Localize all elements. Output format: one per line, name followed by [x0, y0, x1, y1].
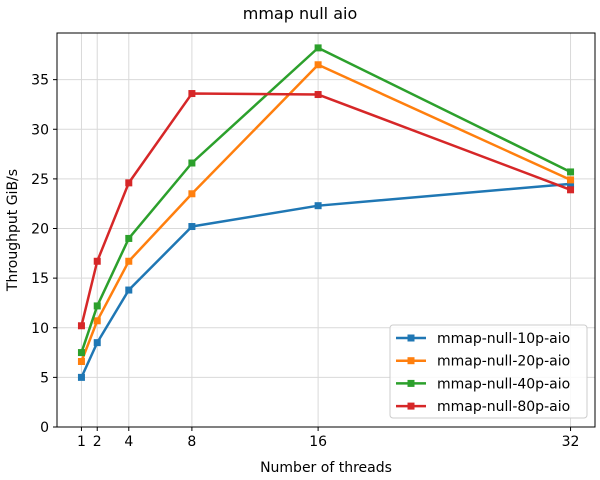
data-point	[125, 257, 133, 265]
data-point	[188, 223, 196, 231]
x-tick-label: 32	[562, 434, 580, 450]
data-point	[125, 286, 133, 294]
data-point	[314, 202, 322, 210]
x-tick-label: 4	[124, 434, 133, 450]
y-tick-label: 30	[31, 122, 49, 138]
x-tick-label: 1	[77, 434, 86, 450]
data-point	[93, 339, 101, 347]
y-axis: 0 5 10 15 20 25 30 35	[31, 73, 57, 436]
legend-entry: mmap-null-10p-aio	[396, 331, 570, 347]
legend-label: mmap-null-20p-aio	[437, 354, 570, 370]
series-mmap-null-40p-aio	[77, 44, 575, 357]
x-tick-label: 16	[309, 434, 327, 450]
series-line	[80, 46, 572, 353]
y-tick-label: 20	[31, 222, 49, 238]
legend-label: mmap-null-40p-aio	[437, 376, 570, 392]
data-point	[188, 90, 196, 98]
y-axis-label: Throughput GiB/s	[5, 169, 21, 292]
legend-marker	[407, 334, 415, 342]
y-tick-label: 10	[31, 321, 49, 337]
data-point	[125, 179, 133, 187]
legend-label: mmap-null-10p-aio	[437, 331, 570, 347]
legend-marker	[407, 379, 415, 387]
data-point	[93, 257, 101, 265]
legend-entry: mmap-null-80p-aio	[396, 399, 570, 415]
data-point	[77, 373, 85, 381]
data-point	[93, 317, 101, 325]
data-point	[188, 190, 196, 198]
x-tick-label: 2	[93, 434, 102, 450]
data-point	[567, 186, 575, 194]
data-point	[567, 180, 575, 188]
y-tick-label: 35	[31, 73, 49, 89]
series-line	[80, 63, 572, 362]
legend-label: mmap-null-80p-aio	[437, 399, 570, 415]
series-mmap-null-80p-aio	[77, 90, 575, 330]
data-point	[314, 44, 322, 52]
data-point	[77, 357, 85, 365]
data-point	[567, 168, 575, 176]
data-point	[125, 234, 133, 242]
x-axis-label: Number of threads	[260, 460, 392, 476]
data-point	[314, 61, 322, 69]
legend-marker	[407, 402, 415, 410]
x-axis: 1 2 4 8 16 32	[77, 427, 579, 450]
legend-entry: mmap-null-40p-aio	[396, 376, 570, 392]
legend-entry: mmap-null-20p-aio	[396, 354, 570, 370]
data-point	[314, 91, 322, 99]
series-mmap-null-10p-aio	[77, 180, 575, 381]
y-tick-label: 25	[31, 172, 49, 188]
data-point	[77, 349, 85, 357]
series-mmap-null-20p-aio	[77, 61, 575, 365]
data-point	[93, 302, 101, 310]
x-tick-label: 8	[187, 434, 196, 450]
legend: mmap-null-10p-aio mmap-null-20p-aio mmap-n…	[389, 324, 588, 419]
series-line	[80, 182, 571, 378]
legend-marker	[407, 357, 415, 365]
chart-title: mmap null aio	[243, 4, 358, 23]
grid	[57, 33, 595, 428]
data-point	[567, 176, 575, 184]
data-point	[77, 322, 85, 330]
series-layer	[77, 44, 575, 381]
y-tick-label: 0	[40, 420, 49, 436]
series-line	[80, 92, 571, 327]
plot-frame	[56, 32, 596, 428]
data-point	[188, 159, 196, 167]
y-tick-label: 15	[31, 271, 49, 287]
legend-box	[389, 324, 588, 419]
y-tick-label: 5	[40, 370, 49, 386]
